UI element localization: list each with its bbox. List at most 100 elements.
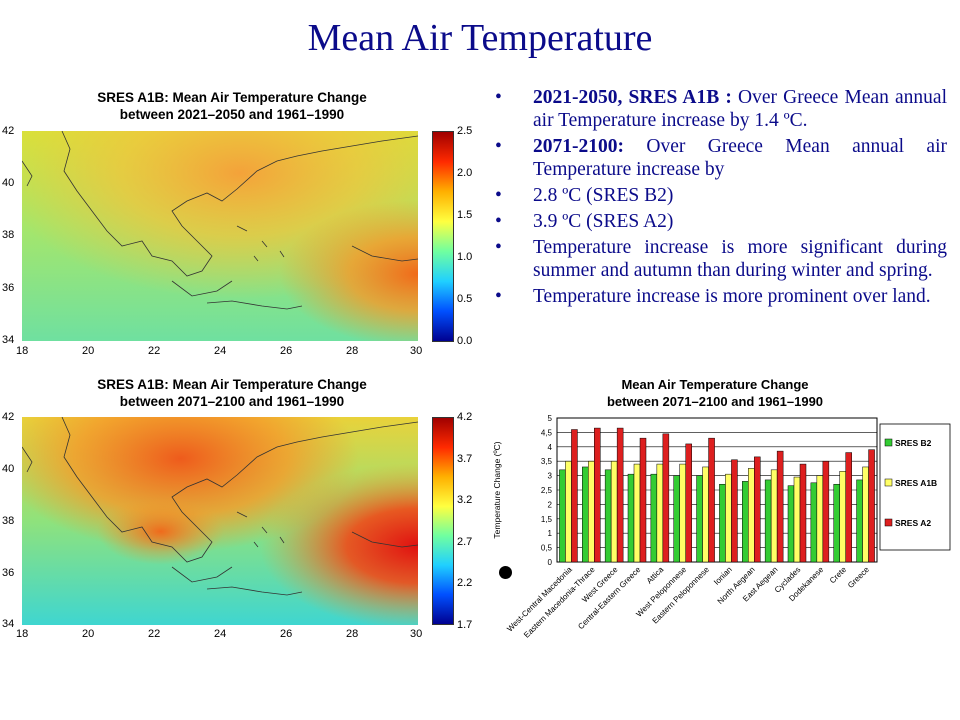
map2-lon-tick: 20	[82, 628, 95, 640]
bullet-text: Over Greece Mean annual air Temperature …	[533, 136, 947, 180]
bullet-item: • 2021-2050, SRES A1B : Over Greece Mean…	[495, 86, 947, 132]
map2-title-line1: SRES A1B: Mean Air Temperature Change	[97, 377, 367, 392]
bar	[810, 482, 818, 563]
bullet-dot-marker	[499, 566, 512, 579]
map1-lat-tick: 38	[2, 229, 15, 241]
bar	[588, 460, 595, 563]
bar	[787, 485, 795, 563]
bar	[604, 469, 612, 563]
map2-cbar-tick: 4.2	[457, 411, 473, 423]
bar	[656, 463, 664, 563]
bar	[708, 437, 715, 563]
y-tick-label: 2,5	[541, 486, 553, 495]
bullet-item: • 2.8 ºC (SRES B2)	[495, 184, 947, 207]
bar	[770, 469, 778, 563]
bullet-text: Temperature increase is more significant…	[533, 237, 947, 281]
map2-cbar-tick: 2.7	[457, 536, 473, 548]
map1-cbar-tick: 0.5	[457, 293, 473, 305]
bar	[639, 437, 647, 563]
bullet-item: • 2071-2100: Over Greece Mean annual air…	[495, 135, 947, 181]
bullet-item: • 3.9 ºC (SRES A2)	[495, 210, 947, 233]
bar	[793, 476, 801, 563]
map2-temperature-field	[22, 417, 418, 625]
bullet-text: 2.8 ºC (SRES B2)	[533, 185, 674, 206]
bar	[650, 473, 658, 563]
map2-lon-tick: 24	[214, 628, 227, 640]
bullet-dot: •	[495, 237, 502, 258]
bar	[776, 450, 784, 563]
map2-cbar-tick: 1.7	[457, 619, 473, 631]
bar	[673, 475, 680, 563]
x-tick-label: Attica	[645, 565, 666, 586]
map2-colorbar	[432, 417, 454, 625]
legend-label: SRES B2	[895, 438, 932, 448]
bullet-bold: 2071-2100:	[533, 136, 624, 157]
map1-lon-tick: 24	[214, 345, 227, 357]
map1-temperature-field	[22, 131, 418, 341]
map1-lon-tick: 18	[16, 345, 29, 357]
x-tick-label: Crete	[828, 565, 849, 586]
bar	[725, 473, 732, 563]
map2-lat-tick: 34	[2, 618, 15, 630]
bar	[582, 466, 589, 563]
bar	[702, 466, 709, 563]
bar	[594, 427, 601, 563]
map1-lon-tick: 20	[82, 345, 95, 357]
bar	[816, 475, 824, 563]
bar	[748, 468, 755, 563]
bar	[565, 460, 572, 563]
bullet-dot: •	[495, 211, 502, 232]
map2-lat-tick: 42	[2, 411, 15, 423]
bullet-text: Over Greece Mean annual air Temperature …	[533, 87, 948, 131]
map1-title-line1: SRES A1B: Mean Air Temperature Change	[97, 90, 367, 105]
bar	[839, 471, 846, 563]
legend-swatch	[884, 438, 893, 447]
bar	[616, 427, 624, 563]
bar	[679, 463, 686, 563]
y-axis-label: Temperature Change (ºC)	[492, 441, 502, 538]
y-tick-label: 4	[548, 443, 553, 452]
bullet-item: • Temperature increase is more significa…	[495, 236, 947, 282]
map2-title: SRES A1B: Mean Air Temperature Change be…	[32, 376, 432, 410]
bar	[719, 483, 726, 563]
bar	[845, 452, 852, 563]
map2-lon-tick: 30	[410, 628, 423, 640]
bullet-item: • Temperature increase is more prominent…	[495, 285, 947, 308]
bullet-bold: 2021-2050, SRES A1B :	[533, 87, 732, 108]
bar	[868, 449, 875, 563]
y-tick-label: 5	[548, 414, 553, 423]
y-tick-label: 1,5	[541, 515, 553, 524]
map1-lat-tick: 40	[2, 177, 15, 189]
map1-cbar-tick: 2.5	[457, 125, 473, 137]
legend-swatch	[884, 478, 893, 487]
y-tick-label: 3,5	[541, 457, 553, 466]
bar	[742, 481, 749, 563]
map1-lon-tick: 22	[148, 345, 161, 357]
x-tick-label: Greece	[846, 565, 871, 590]
map2-lon-tick: 22	[148, 628, 161, 640]
map1-lon-tick: 30	[410, 345, 423, 357]
map2-lon-tick: 28	[346, 628, 359, 640]
map2-cbar-tick: 3.7	[457, 453, 473, 465]
map1-lat-tick: 42	[2, 125, 15, 137]
slide-title: Mean Air Temperature	[307, 17, 653, 59]
bar	[856, 479, 863, 563]
legend-label: SRES A1B	[895, 478, 937, 488]
map1-svg	[22, 131, 418, 341]
bullet-dot: •	[495, 136, 502, 157]
chart-title-line2: between 2071–2100 and 1961–1990	[606, 394, 824, 409]
map1-title: SRES A1B: Mean Air Temperature Change be…	[32, 89, 432, 123]
map2-cbar-tick: 2.2	[457, 577, 473, 589]
map2-coastline	[22, 417, 418, 596]
bar	[731, 459, 738, 563]
legend-swatch	[884, 518, 893, 527]
map1-coastline	[22, 131, 418, 310]
map1-lon-tick: 28	[346, 345, 359, 357]
y-tick-label: 0	[548, 558, 553, 567]
bar	[627, 473, 635, 563]
chart-title-line1: Mean Air Temperature Change	[621, 377, 809, 392]
chart-title: Mean Air Temperature Change between 2071…	[560, 376, 870, 410]
map2-lat-tick: 40	[2, 463, 15, 475]
bullet-list: • 2021-2050, SRES A1B : Over Greece Mean…	[495, 86, 947, 311]
map1-cbar-tick: 0.0	[457, 335, 473, 347]
